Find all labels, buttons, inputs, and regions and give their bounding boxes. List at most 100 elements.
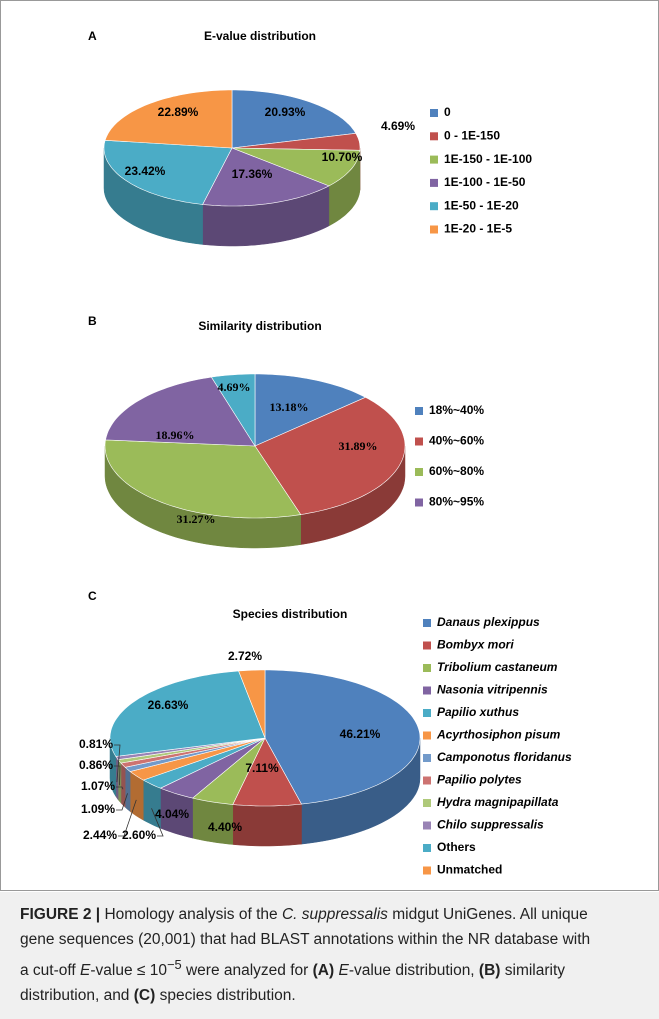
legend-label: 60%~80% [429, 464, 484, 478]
slice [254, 396, 406, 515]
legend-swatch [415, 468, 423, 476]
legend-swatch [415, 498, 423, 507]
panel-letter: C [88, 589, 97, 603]
slice [210, 373, 256, 448]
caption-text: C. suppressalis [281, 906, 388, 923]
slice [254, 373, 367, 447]
data-label: 2.72% [228, 649, 262, 663]
caption-text: were analyzed for [181, 962, 313, 980]
slice [231, 132, 361, 151]
legend-swatch [423, 754, 431, 762]
leader-line [151, 808, 164, 837]
data-label: 18.96% [156, 428, 195, 442]
figure: A E-value distribution 20.93% 4.69% 10.70% 17… [0, 0, 659, 891]
chart-title: E-value distribution [204, 29, 316, 43]
chart-title: Similarity distribution [198, 319, 321, 333]
legend-swatch [430, 109, 438, 117]
legend-label: 0 [444, 105, 451, 119]
slice [238, 669, 266, 739]
data-label: 2.44% [83, 828, 117, 842]
caption-text: species distribution. [155, 987, 296, 1005]
legend-label: 1E-20 - 1E-5 [444, 222, 512, 236]
slice [231, 89, 357, 149]
caption-text: Homology analysis of the [100, 906, 282, 923]
legend-label: 0 - 1E-150 [444, 128, 500, 142]
slice [232, 737, 302, 807]
legend-label: Camponotus floridanus [437, 750, 572, 764]
caption-text: -value distribution, [348, 962, 479, 980]
slice [103, 139, 233, 205]
legend-swatch [423, 866, 431, 875]
chart-title: Species distribution [233, 607, 348, 621]
data-label: 7.11% [245, 761, 279, 775]
slice [105, 376, 256, 447]
caption-text: midgut UniGenes. All unique gene sequenc… [20, 906, 591, 980]
slice [191, 737, 266, 805]
caption-box: FIGURE 2 | Homology analysis of the C. s… [0, 892, 659, 1019]
data-label: 22.89% [158, 105, 199, 119]
data-label: 0.86% [79, 758, 113, 772]
data-label: 1.09% [81, 802, 115, 816]
legend-label: Nasonia vitripennis [437, 683, 548, 697]
data-label: 2.60% [122, 828, 156, 842]
legend-label: Danaus plexippus [437, 615, 540, 629]
panel-letter: A [88, 29, 97, 43]
data-label: 26.63% [148, 698, 189, 712]
data-label: 31.27% [177, 512, 216, 526]
data-label: 17.36% [232, 167, 273, 181]
legend-label: Hydra magnipapillata [437, 795, 559, 809]
slice-side [120, 762, 126, 808]
data-label: 10.70% [322, 150, 363, 164]
data-label: 13.18% [270, 400, 309, 414]
legend-label: 40%~60% [429, 434, 484, 448]
legend-swatch [423, 731, 431, 740]
legend-swatch [430, 202, 438, 211]
legend-label: Chilo suppressalis [437, 818, 544, 832]
caption-text: −5 [166, 957, 182, 972]
data-label: 4.04% [155, 807, 189, 821]
legend-swatch [423, 709, 431, 717]
leader-line [114, 744, 121, 783]
slice [104, 89, 233, 149]
legend-swatch [415, 407, 423, 415]
caption-text: (B) [478, 962, 501, 980]
caption-text: (A) [312, 962, 335, 980]
leader-line [116, 786, 124, 790]
slice [142, 737, 266, 789]
caption-text: similarity distribution, and [20, 962, 566, 1005]
slice-side [232, 803, 302, 847]
legend-label: 80%~95% [429, 495, 484, 509]
legend-swatch [423, 844, 431, 852]
legend-swatch [423, 686, 431, 695]
leader-line [118, 799, 137, 837]
legend-swatch [423, 776, 431, 785]
leader-line [116, 793, 128, 811]
legend-label: Tribolium castaneum [437, 660, 558, 674]
data-label: 4.69% [218, 380, 251, 394]
caption-text: E [338, 962, 349, 980]
legend-label: Bombyx mori [437, 638, 514, 652]
data-label: 46.21% [340, 727, 381, 741]
data-label: 31.89% [339, 439, 378, 453]
slice [104, 439, 302, 519]
slice [231, 147, 361, 187]
legend-swatch [430, 178, 438, 187]
legend-label: Papilio polytes [437, 773, 522, 787]
data-label: 20.93% [265, 105, 306, 119]
panel-letter: B [88, 314, 97, 328]
slice [202, 147, 330, 207]
caption-text: -value ≤ 10 [90, 962, 167, 980]
data-label: 23.42% [125, 164, 166, 178]
legend-label: 1E-150 - 1E-100 [444, 152, 532, 166]
slice [264, 669, 421, 805]
legend-swatch [423, 641, 431, 650]
legend-swatch [423, 821, 431, 830]
data-label: 4.40% [208, 820, 242, 834]
legend-swatch [415, 437, 423, 446]
slice [159, 737, 266, 799]
legend-label: Unmatched [437, 863, 502, 877]
legend-swatch [430, 155, 438, 164]
legend-label: Acyrthosiphon pisum [436, 728, 561, 742]
caption-text: (C) [133, 987, 156, 1005]
